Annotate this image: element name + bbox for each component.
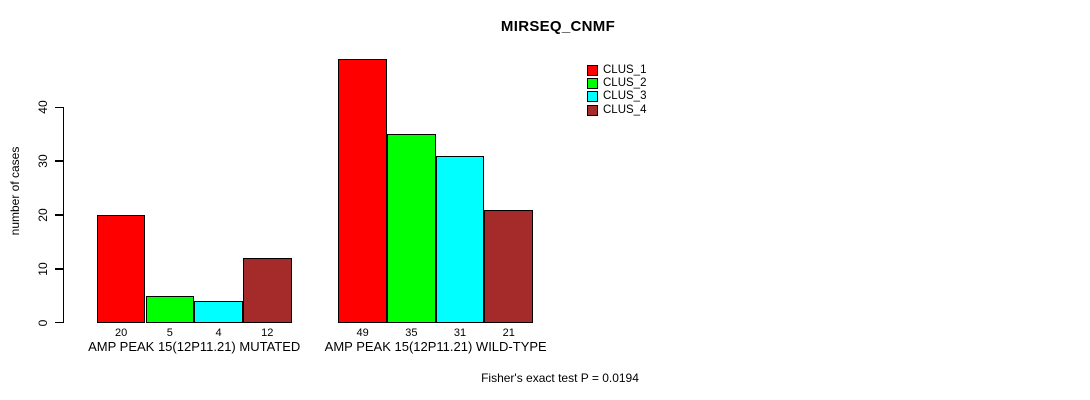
legend-item-clus_2: CLUS_2 [587,77,646,90]
bar-clus_1 [338,58,387,323]
bar-value-label: 21 [502,326,515,339]
legend-item-label: CLUS_3 [603,90,647,103]
fisher-test-annotation: Fisher's exact test P = 0.0194 [481,371,639,385]
legend-swatch-clus_1 [587,65,598,77]
legend-item-clus_4: CLUS_4 [587,104,646,117]
group-label: AMP PEAK 15(12P11.21) WILD-TYPE [324,339,547,354]
chart-title: MIRSEQ_CNMF [500,18,616,35]
bar-clus_3 [194,301,243,323]
bar-value-label: 31 [453,326,467,339]
bar-clus_2 [145,295,195,323]
legend-swatch-clus_4 [587,104,598,116]
y-axis-line [62,107,65,323]
legend-item-label: CLUS_1 [603,64,647,77]
bar-value-label: 20 [115,326,128,339]
legend-item-clus_3: CLUS_3 [587,90,646,103]
legend: CLUS_1 CLUS_2 CLUS_3 CLUS_4 [587,64,646,117]
y-tick-mark [55,160,64,162]
bar-clus_2 [387,134,436,323]
legend-item-clus_1: CLUS_1 [587,64,646,77]
legend-item-label: CLUS_2 [603,77,647,90]
bar-value-label: 49 [356,326,369,339]
y-tick-label: 20 [36,208,50,222]
y-tick-mark [55,268,64,270]
legend-swatch-clus_3 [587,91,598,103]
bar-clus_3 [435,155,485,323]
group-label: AMP PEAK 15(12P11.21) MUTATED [88,339,301,354]
bar-clus_4 [484,209,534,323]
y-tick-label: 30 [36,154,50,168]
legend-swatch-clus_2 [587,78,598,90]
y-tick-label: 0 [36,319,50,326]
y-tick-mark [55,214,64,216]
bar-value-label: 5 [166,326,173,339]
bar-value-label: 35 [405,326,418,339]
y-tick-mark [55,321,64,324]
y-tick-label: 40 [36,100,50,115]
bar-value-label: 4 [215,326,222,339]
legend-item-label: CLUS_4 [603,103,647,116]
y-tick-label: 10 [36,262,50,276]
y-tick-mark [55,106,64,109]
bar-clus_4 [242,258,292,323]
bar-clus_1 [96,215,146,323]
bar-value-label: 12 [261,326,274,339]
